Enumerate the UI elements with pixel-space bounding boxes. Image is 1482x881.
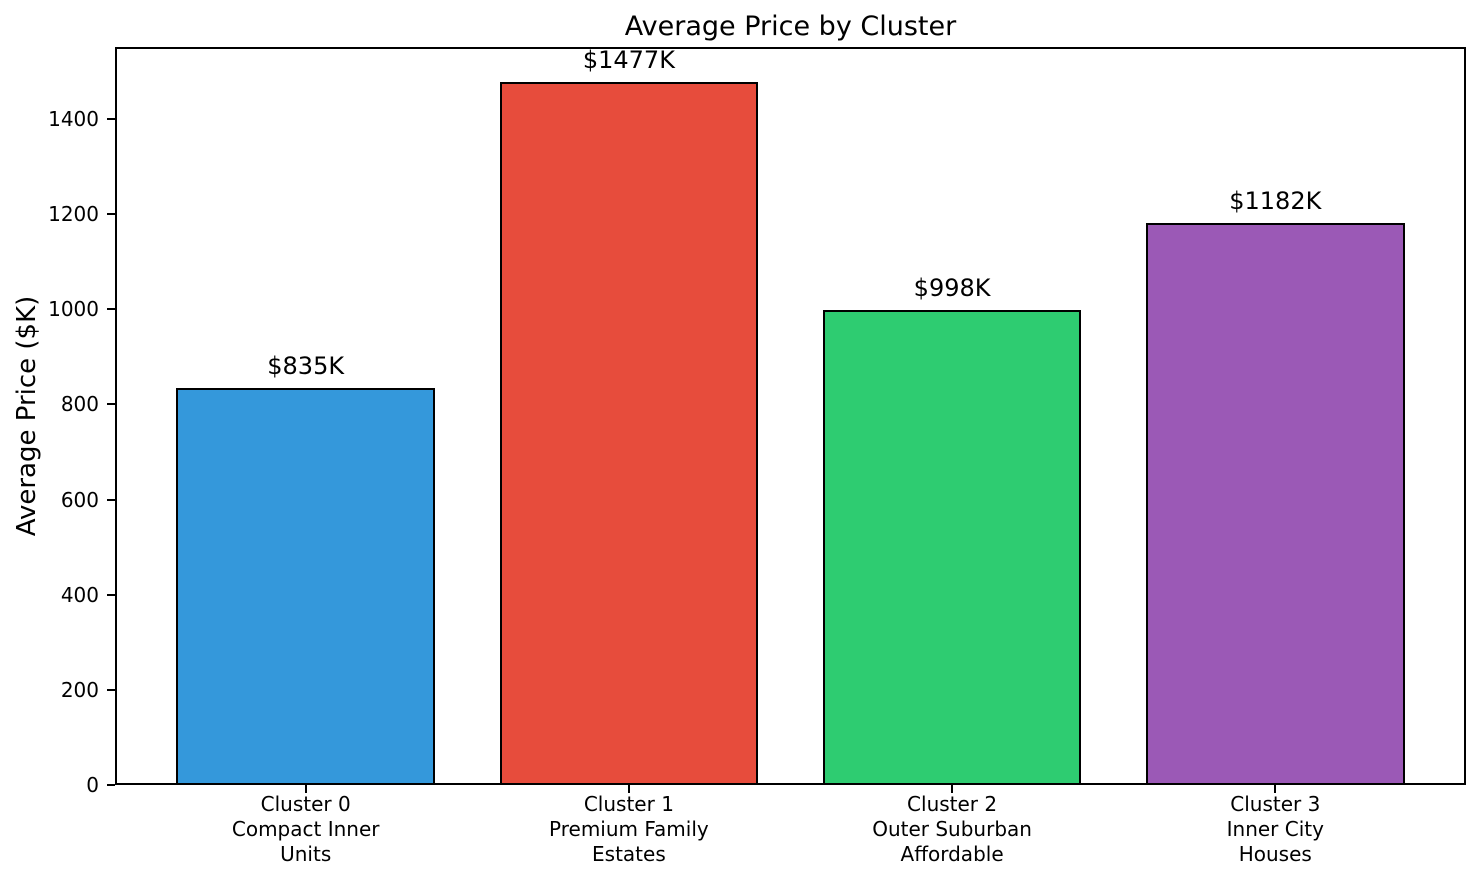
x-tick-mark bbox=[951, 785, 954, 793]
bar-cluster-0 bbox=[176, 387, 435, 785]
x-tick-label: Cluster 2 Outer Suburban Affordable bbox=[872, 792, 1032, 866]
y-tick-label: 1000 bbox=[48, 297, 99, 322]
x-tick-mark bbox=[304, 785, 307, 793]
y-tick-label: 600 bbox=[60, 487, 99, 512]
y-tick-label: 200 bbox=[60, 677, 99, 702]
bar-cluster-3 bbox=[1146, 222, 1405, 785]
y-tick-mark bbox=[107, 784, 115, 786]
y-tick-mark bbox=[107, 593, 115, 596]
y-tick-mark bbox=[107, 117, 115, 120]
x-tick-label: Cluster 3 Inner City Houses bbox=[1226, 792, 1324, 866]
y-tick-label: 800 bbox=[60, 392, 99, 417]
bar-value-label: $1477K bbox=[582, 46, 675, 75]
y-tick-label: 400 bbox=[60, 582, 99, 607]
x-tick-mark bbox=[627, 785, 630, 793]
y-tick-label: 1400 bbox=[48, 106, 99, 131]
y-tick-mark bbox=[107, 498, 115, 501]
bar-cluster-2 bbox=[822, 310, 1082, 785]
x-tick-mark bbox=[1274, 785, 1277, 793]
y-tick-mark bbox=[107, 213, 115, 215]
y-tick-mark bbox=[107, 403, 115, 406]
y-tick-label: 1200 bbox=[48, 202, 99, 226]
x-tick-label: Cluster 1 Premium Family Estates bbox=[549, 792, 709, 866]
x-tick-label: Cluster 0 Compact Inner Units bbox=[231, 792, 380, 866]
bar-value-label: $998K bbox=[913, 274, 991, 303]
bar-cluster-1 bbox=[499, 82, 759, 785]
y-tick-label: 0 bbox=[86, 773, 99, 797]
bar-value-label: $1182K bbox=[1229, 186, 1322, 215]
y-tick-mark bbox=[107, 688, 115, 691]
y-tick-mark bbox=[107, 308, 115, 311]
bar-value-label: $835K bbox=[267, 351, 345, 380]
chart-title: Average Price by Cluster bbox=[624, 11, 957, 42]
